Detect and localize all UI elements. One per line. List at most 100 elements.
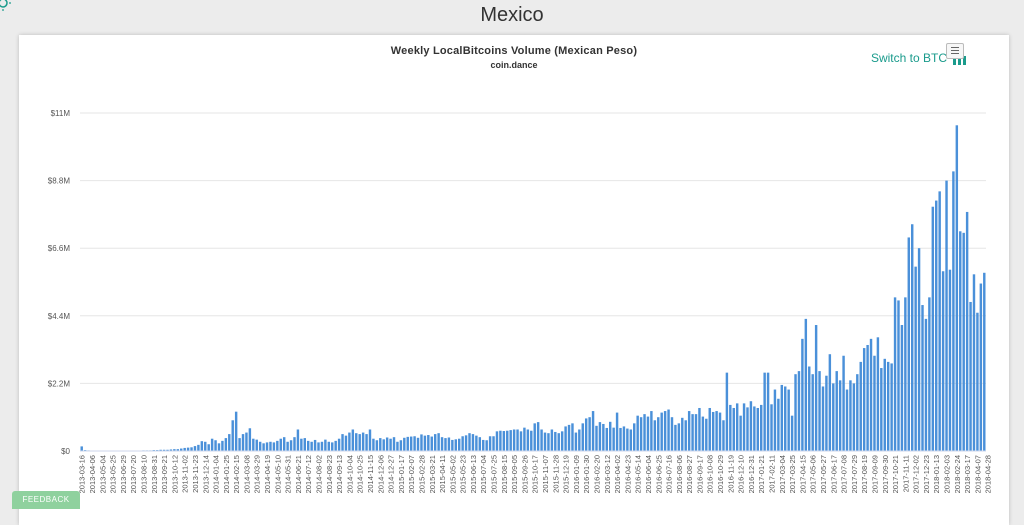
bar xyxy=(571,423,573,451)
bar xyxy=(685,420,687,451)
x-tick-label: 2014-02-15 xyxy=(232,455,241,493)
bar xyxy=(894,297,896,451)
bar xyxy=(777,399,779,451)
bar xyxy=(911,224,913,451)
x-tick-label: 2016-01-30 xyxy=(582,455,591,493)
bar xyxy=(568,425,570,451)
bar xyxy=(81,446,83,451)
x-tick-label: 2017-05-27 xyxy=(819,455,828,493)
x-tick-label: 2016-01-09 xyxy=(572,455,581,493)
bar xyxy=(588,417,590,451)
bar xyxy=(599,422,601,451)
bar xyxy=(698,408,700,451)
bar xyxy=(980,284,982,451)
bar xyxy=(846,390,848,451)
bar xyxy=(836,371,838,451)
bar xyxy=(722,420,724,451)
bar xyxy=(403,438,405,451)
hamburger-menu-icon[interactable] xyxy=(946,43,964,59)
bar xyxy=(952,171,954,451)
x-tick-label: 2015-05-02 xyxy=(448,455,457,493)
x-tick-label: 2017-12-23 xyxy=(922,455,931,493)
bar xyxy=(688,411,690,451)
bar xyxy=(901,325,903,451)
bar xyxy=(228,434,230,451)
bar xyxy=(839,380,841,451)
bar xyxy=(232,420,234,451)
bar xyxy=(516,429,518,451)
x-tick-label: 2015-06-13 xyxy=(469,455,478,493)
bar xyxy=(784,386,786,451)
x-tick-label: 2017-01-21 xyxy=(757,455,766,493)
x-tick-label: 2013-08-10 xyxy=(139,455,148,493)
bar xyxy=(592,411,594,451)
x-tick-label: 2015-11-28 xyxy=(551,455,560,493)
bar xyxy=(609,422,611,451)
x-tick-label: 2015-09-26 xyxy=(520,455,529,493)
bar xyxy=(290,440,292,451)
x-tick-label: 2016-05-14 xyxy=(634,455,643,493)
bar xyxy=(925,319,927,451)
bar xyxy=(945,181,947,451)
bar xyxy=(619,428,621,451)
bar xyxy=(304,438,306,451)
bar xyxy=(633,423,635,451)
bar xyxy=(973,274,975,451)
x-tick-label: 2017-02-11 xyxy=(768,455,777,493)
x-tick-label: 2016-08-06 xyxy=(675,455,684,493)
x-tick-label: 2016-10-29 xyxy=(716,455,725,493)
bar xyxy=(630,429,632,451)
x-tick-label: 2015-01-17 xyxy=(397,455,406,493)
bar xyxy=(729,405,731,451)
x-tick-label: 2016-06-25 xyxy=(654,455,663,493)
bar xyxy=(506,431,508,451)
bar xyxy=(880,368,882,451)
bar xyxy=(187,448,189,451)
bar xyxy=(582,423,584,451)
x-tick-label: 2017-08-19 xyxy=(860,455,869,493)
bar xyxy=(417,438,419,451)
bar xyxy=(492,436,494,451)
x-tick-label: 2017-03-25 xyxy=(788,455,797,493)
bar xyxy=(465,435,467,451)
bar xyxy=(822,386,824,451)
bar xyxy=(297,429,299,451)
bar xyxy=(317,442,319,451)
bar xyxy=(479,437,481,451)
x-tick-label: 2017-06-17 xyxy=(829,455,838,493)
bar xyxy=(448,437,450,451)
bar xyxy=(300,439,302,451)
x-tick-label: 2015-02-07 xyxy=(407,455,416,493)
x-tick-label: 2018-03-17 xyxy=(963,455,972,493)
bar xyxy=(437,433,439,451)
bar xyxy=(956,125,958,451)
bar xyxy=(757,408,759,451)
bar xyxy=(345,436,347,451)
x-tick-label: 2013-09-21 xyxy=(160,455,169,493)
bar xyxy=(705,419,707,451)
bar xyxy=(400,440,402,451)
bar xyxy=(468,433,470,451)
feedback-button[interactable]: FEEDBACK xyxy=(12,491,80,509)
bar xyxy=(276,441,278,451)
x-tick-label: 2017-07-29 xyxy=(850,455,859,493)
bar xyxy=(767,373,769,451)
bar xyxy=(348,433,350,451)
bar xyxy=(558,433,560,451)
bar xyxy=(750,401,752,451)
bar xyxy=(413,436,415,451)
bar xyxy=(461,436,463,451)
bar xyxy=(606,428,608,451)
bar xyxy=(884,359,886,451)
bar xyxy=(908,237,910,451)
bar xyxy=(503,431,505,451)
bar xyxy=(324,440,326,451)
bar xyxy=(307,441,309,451)
bar xyxy=(870,339,872,451)
x-tick-label: 2017-05-06 xyxy=(809,455,818,493)
bar xyxy=(331,442,333,451)
x-tick-label: 2015-07-04 xyxy=(479,455,488,493)
x-tick-label: 2017-12-02 xyxy=(912,455,921,493)
bar xyxy=(890,363,892,451)
